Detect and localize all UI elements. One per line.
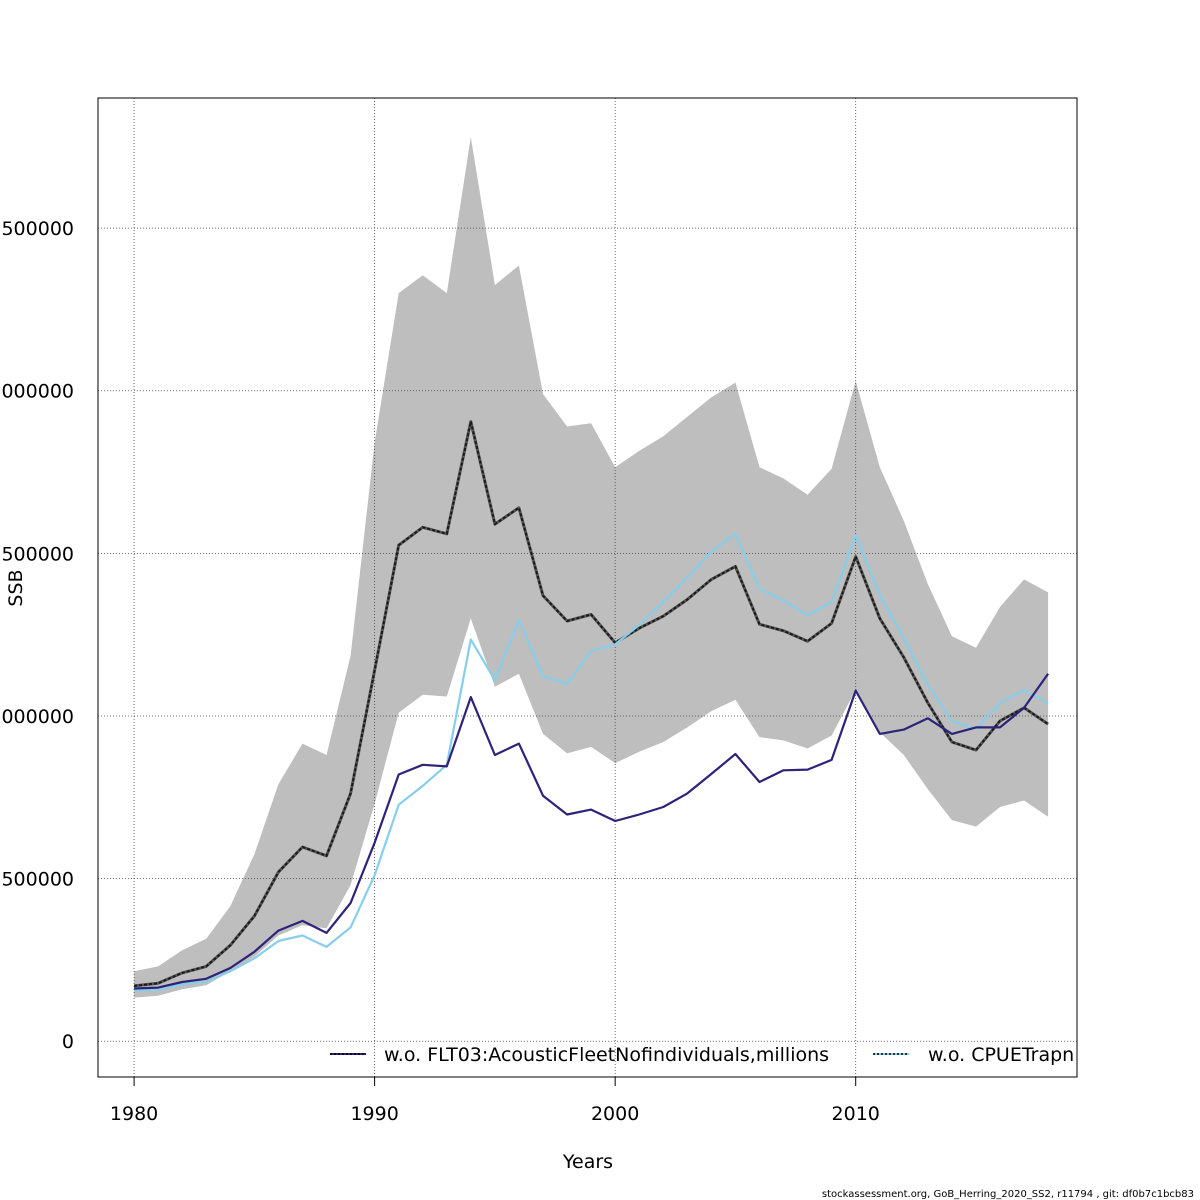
y-axis-title: SSB — [5, 569, 27, 606]
y-tick-label-1000000: 1000000 — [0, 706, 74, 728]
legend: w.o. FLT03:AcousticFleetNofindividuals,m… — [330, 1044, 1074, 1066]
plot-frame — [97, 97, 1078, 1078]
y-tick-label-0: 0 — [62, 1031, 74, 1053]
legend-label-series-1: w.o. FLT03:AcousticFleetNofindividuals,m… — [384, 1044, 829, 1066]
y-tick-label-1500000: 1500000 — [0, 543, 74, 565]
y-tick-label-2000000: 2000000 — [0, 381, 74, 403]
series-line-2 — [134, 532, 1049, 992]
y-tick-label-2500000: 2500000 — [0, 218, 74, 240]
x-axis-title: Years — [562, 1151, 613, 1173]
y-tick-label-500000: 500000 — [1, 869, 74, 891]
x-tick-label-1980: 1980 — [110, 1103, 158, 1125]
series-line-base-line — [133, 421, 1049, 987]
series-line-1 — [134, 673, 1049, 990]
footer-credit: stockassessment.org, GoB_Herring_2020_SS… — [822, 1189, 1194, 1200]
x-tick-label-2010: 2010 — [832, 1103, 880, 1125]
legend-label-series-2: w.o. CPUETrapn — [928, 1044, 1074, 1066]
confidence-band — [134, 137, 1049, 998]
x-tick-label-1990: 1990 — [350, 1103, 398, 1125]
x-tick-label-2000: 2000 — [591, 1103, 639, 1125]
